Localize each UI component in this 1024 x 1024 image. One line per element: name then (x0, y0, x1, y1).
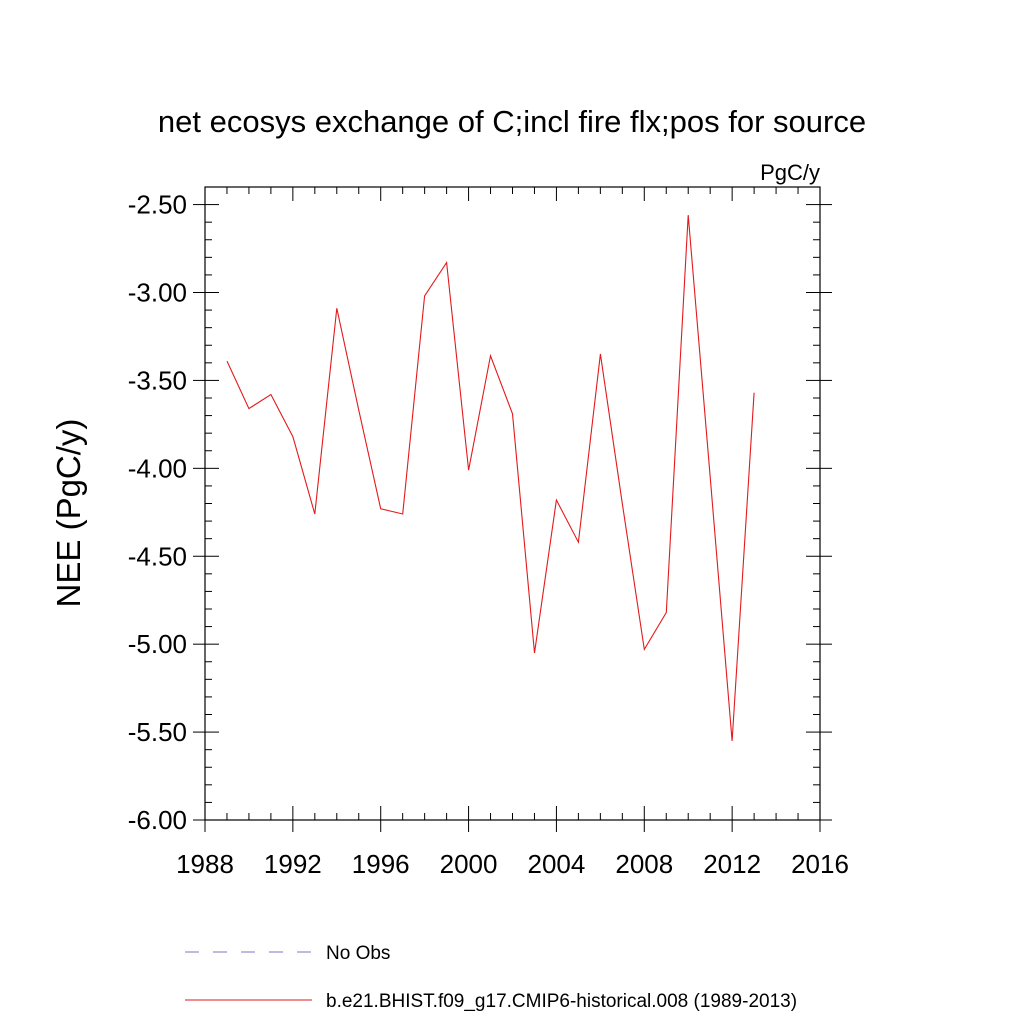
legend-label: No Obs (326, 943, 390, 964)
y-tick-label: -5.50 (128, 717, 187, 747)
y-tick-label: -3.00 (128, 278, 187, 308)
x-tick-label: 1988 (176, 849, 234, 879)
plot-area (204, 186, 821, 821)
y-tick-label: -6.00 (128, 805, 187, 835)
plot-frame (204, 186, 821, 821)
x-tick-label: 2008 (615, 849, 673, 879)
series-line (226, 215, 755, 741)
x-tick-label: 2000 (440, 849, 498, 879)
y-tick-label: -2.50 (128, 190, 187, 220)
series-layer (226, 215, 755, 741)
y-tick-label: -4.50 (128, 541, 187, 571)
x-axis: 1988 1992 1996 2000 2004 2008 2012 2016 (176, 187, 849, 879)
x-tick-label: 2012 (703, 849, 761, 879)
y-tick-label: -3.50 (128, 365, 187, 395)
y-axis-label: NEE (PgC/y) (50, 419, 87, 608)
x-tick-label: 2004 (528, 849, 586, 879)
legend-label: b.e21.BHIST.f09_g17.CMIP6-historical.008… (326, 991, 797, 1012)
chart-title: net ecosys exchange of C;incl fire flx;p… (158, 104, 866, 139)
y-axis: -2.50 -3.00 -3.50 -4.00 -4.50 -5.00 -5.50 -6.00 (128, 186, 832, 835)
x-tick-label: 1996 (352, 849, 410, 879)
legend: No Obs b.e21.BHIST.f09_g17.CMIP6-historic… (185, 943, 797, 1012)
y-tick-label: -5.00 (128, 629, 187, 659)
chart-units: PgC/y (760, 160, 820, 185)
y-tick-label: -4.00 (128, 453, 187, 483)
x-tick-label: 1992 (264, 849, 322, 879)
x-tick-label: 2016 (791, 849, 849, 879)
